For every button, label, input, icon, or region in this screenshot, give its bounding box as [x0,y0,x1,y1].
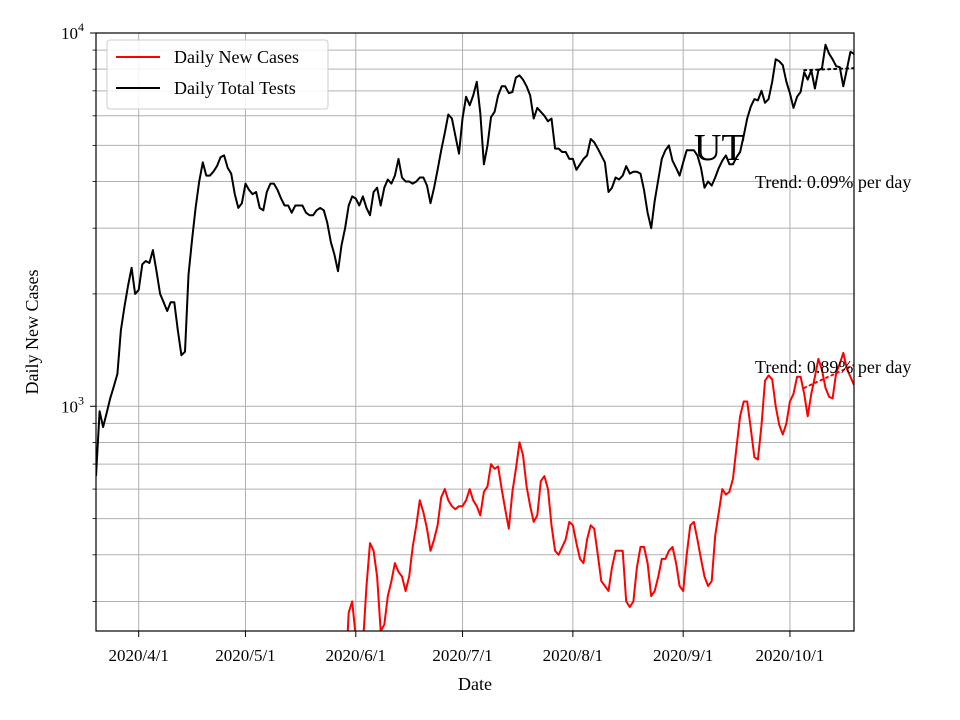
y-tick-label: 103 [61,393,84,416]
x-tick-label: 2020/10/1 [755,646,824,665]
x-tick-label: 2020/8/1 [543,646,603,665]
y-axis-label: Daily New Cases [22,270,42,395]
series-line-daily-new-cases [346,351,854,631]
x-tick-label: 2020/9/1 [653,646,713,665]
x-axis-label: Date [458,674,492,694]
trend-label-tests: Trend: 0.09% per day [755,172,911,192]
legend-label-daily-new-cases: Daily New Cases [174,47,299,67]
y-tick-label: 104 [61,20,84,43]
x-tick-label: 2020/6/1 [326,646,386,665]
x-tick-label: 2020/5/1 [215,646,275,665]
series-layer [96,43,854,631]
region-label: UT [694,127,745,169]
trend-line [803,67,854,72]
trend-layer [803,67,854,389]
legend-label-daily-total-tests: Daily Total Tests [174,78,296,98]
legend-box [106,39,329,110]
x-tick-label: 2020/7/1 [432,646,492,665]
axis-ticks: 2020/4/1 2020/5/1 2020/6/1 2020/7/1 2020/8/1… [61,20,824,665]
trend-label-cases: Trend: 0.89% per day [755,357,911,377]
series-line-daily-total-tests [96,43,854,477]
x-tick-label: 2020/4/1 [108,646,168,665]
legend: Daily New Cases Daily Total Tests [106,39,329,110]
plot-frame [95,32,855,632]
